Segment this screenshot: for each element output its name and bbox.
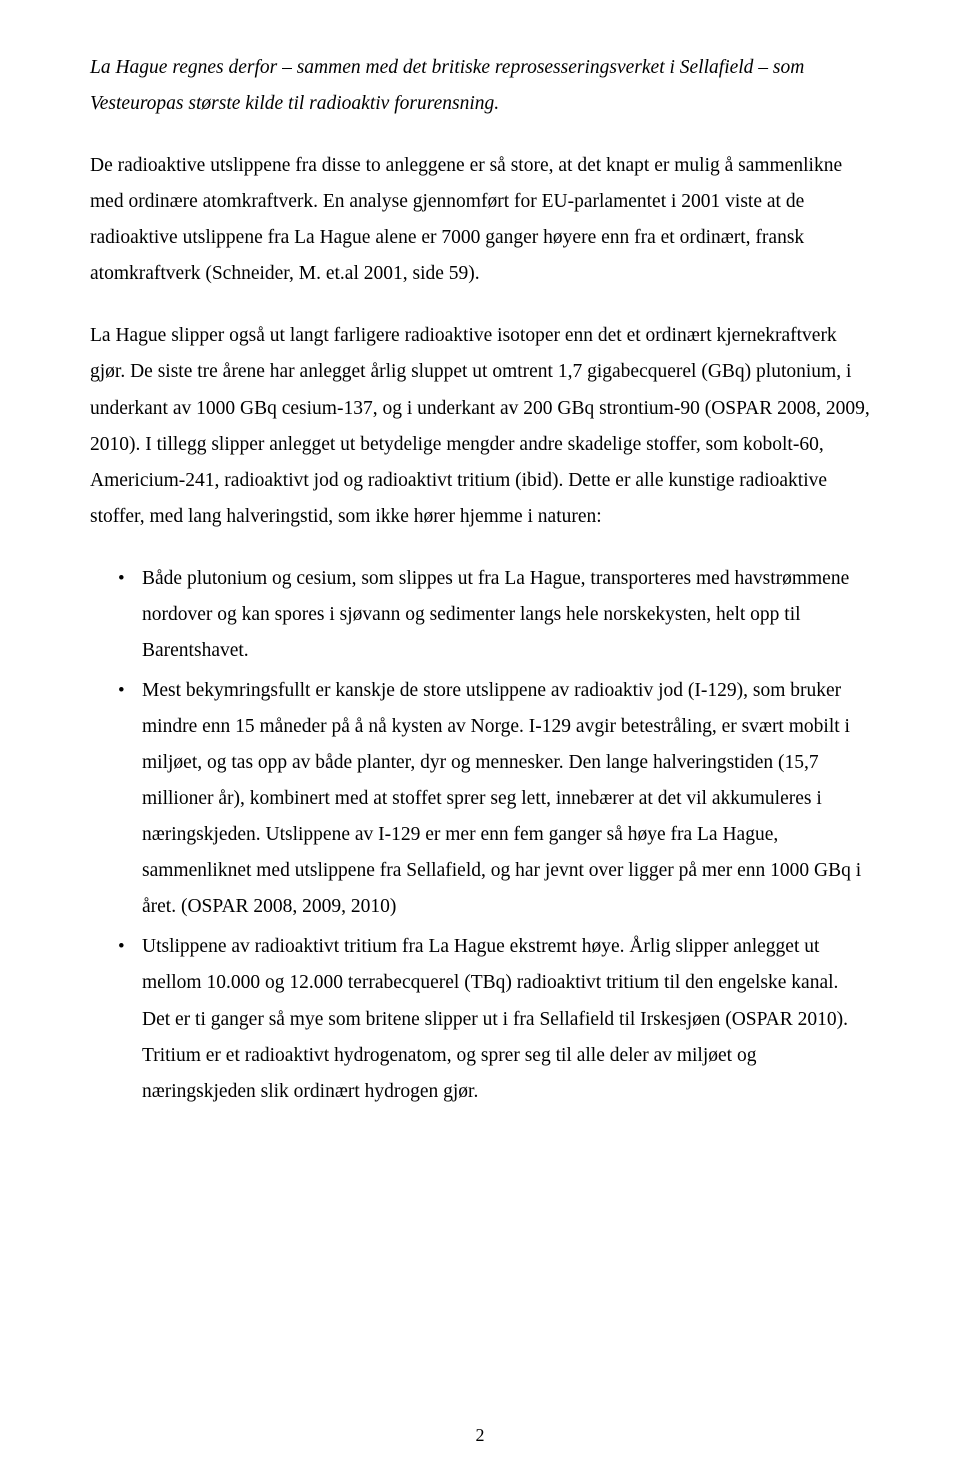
document-page: La Hague regnes derfor – sammen med det … bbox=[0, 0, 960, 1474]
paragraph-3: La Hague slipper også ut langt farligere… bbox=[90, 318, 870, 534]
page-number: 2 bbox=[0, 1425, 960, 1446]
intro-italic-text: La Hague regnes derfor – sammen med det … bbox=[90, 57, 804, 114]
bullet-list: Både plutonium og cesium, som slippes ut… bbox=[118, 561, 870, 1110]
paragraph-intro: La Hague regnes derfor – sammen med det … bbox=[90, 50, 870, 122]
paragraph-2: De radioaktive utslippene fra disse to a… bbox=[90, 148, 870, 292]
bullet-item: Både plutonium og cesium, som slippes ut… bbox=[118, 561, 870, 669]
bullet-item: Mest bekymringsfullt er kanskje de store… bbox=[118, 673, 870, 925]
bullet-item: Utslippene av radioaktivt tritium fra La… bbox=[118, 929, 870, 1109]
